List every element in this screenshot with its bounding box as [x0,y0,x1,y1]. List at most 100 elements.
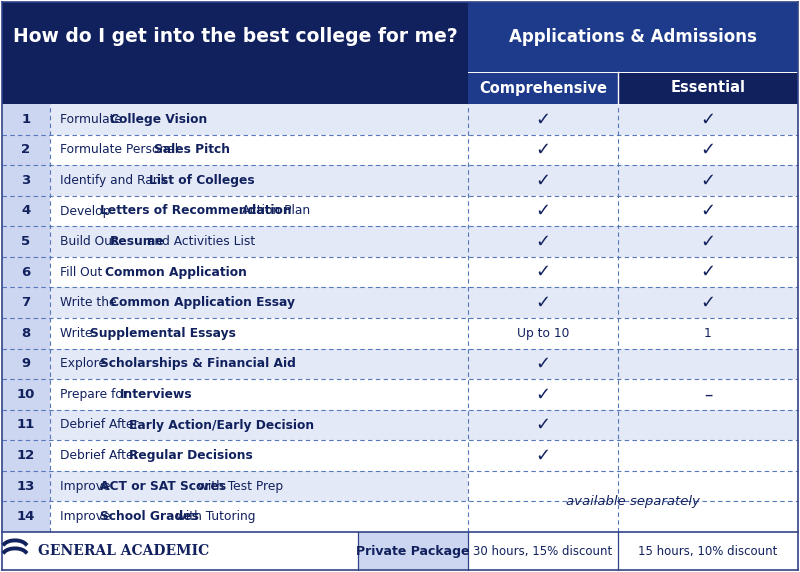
Bar [468,502,618,532]
Bar [2,471,50,502]
Text: Improve: Improve [60,510,114,523]
Text: 15 hours, 10% discount: 15 hours, 10% discount [638,545,778,558]
Bar [2,410,50,440]
Bar [618,502,798,532]
Text: Regular Decisions: Regular Decisions [130,449,253,462]
Text: How do I get into the best college for me?: How do I get into the best college for m… [13,27,458,46]
Text: ✓: ✓ [535,293,550,312]
Bar [2,196,50,227]
Text: 5: 5 [22,235,30,248]
Text: Early Action/Early Decision: Early Action/Early Decision [130,419,314,431]
Text: 12: 12 [17,449,35,462]
Text: ✓: ✓ [701,172,715,189]
Bar [618,104,798,134]
Bar [50,134,468,165]
Text: ✓: ✓ [535,172,550,189]
Bar [50,410,468,440]
Text: with Tutoring: with Tutoring [172,510,255,523]
Text: –: – [704,386,712,403]
Bar [2,227,50,257]
Text: Prepare for: Prepare for [60,388,132,401]
Bar [468,410,618,440]
Text: ✓: ✓ [535,355,550,373]
Text: 10: 10 [17,388,35,401]
Text: Letters of Recommendation: Letters of Recommendation [99,205,291,217]
Text: ✓: ✓ [535,263,550,281]
Bar [468,134,618,165]
Bar [468,471,618,502]
Bar [618,165,798,196]
Text: Explore: Explore [60,358,110,370]
Bar [2,287,50,318]
Bar [468,348,618,379]
Text: ACT or SAT Scores: ACT or SAT Scores [99,480,226,492]
Bar [2,134,50,165]
Text: Essential: Essential [670,81,746,96]
Bar [50,471,468,502]
Bar [468,165,618,196]
Bar [50,227,468,257]
Bar [468,287,618,318]
Text: Comprehensive: Comprehensive [479,81,607,96]
Bar [2,532,358,570]
Text: Scholarships & Financial Aid: Scholarships & Financial Aid [99,358,295,370]
Text: 14: 14 [17,510,35,523]
Bar [50,440,468,471]
Text: Supplemental Essays: Supplemental Essays [90,327,235,340]
Text: Write: Write [60,327,96,340]
Text: GENERAL ACADEMIC: GENERAL ACADEMIC [38,544,210,558]
Text: ✓: ✓ [701,233,715,251]
Bar [618,379,798,410]
Bar [618,410,798,440]
Bar [468,440,618,471]
Text: ✓: ✓ [535,416,550,434]
Bar [468,532,618,570]
Bar [618,440,798,471]
Text: Private Package: Private Package [356,545,470,558]
Text: Applications & Admissions: Applications & Admissions [509,28,757,46]
Bar [358,532,468,570]
Text: 7: 7 [22,296,30,309]
Bar [50,287,468,318]
Bar [468,72,618,104]
Text: Improve: Improve [60,480,114,492]
Text: ✓: ✓ [701,110,715,128]
Text: Interviews: Interviews [119,388,192,401]
Bar [468,257,618,287]
Text: ✓: ✓ [701,141,715,159]
Text: Write the: Write the [60,296,120,309]
Bar [618,134,798,165]
Bar [618,532,798,570]
Text: Fill Out: Fill Out [60,265,106,279]
Bar [50,348,468,379]
Bar [618,471,798,502]
Text: Develop: Develop [60,205,114,217]
Text: Build Out: Build Out [60,235,121,248]
Bar [468,379,618,410]
Text: 9: 9 [22,358,30,370]
Text: 1: 1 [22,113,30,126]
Text: Sales Pitch: Sales Pitch [154,144,230,156]
Text: ✓: ✓ [701,202,715,220]
Text: ✓: ✓ [535,386,550,403]
Bar [2,72,468,104]
Text: Up to 10: Up to 10 [517,327,569,340]
Bar [2,440,50,471]
Text: 8: 8 [22,327,30,340]
Text: Debrief After: Debrief After [60,449,142,462]
Text: Formulate Personal: Formulate Personal [60,144,182,156]
Text: ✓: ✓ [535,202,550,220]
Bar [50,379,468,410]
Bar [2,257,50,287]
Text: ✓: ✓ [535,447,550,464]
Text: Debrief After: Debrief After [60,419,142,431]
Text: ✓: ✓ [535,110,550,128]
Text: Common Application: Common Application [105,265,246,279]
Bar [468,104,618,134]
Bar [2,318,50,348]
Bar [618,257,798,287]
Bar [2,165,50,196]
Bar [618,72,798,104]
Bar [2,502,50,532]
Bar [50,318,468,348]
